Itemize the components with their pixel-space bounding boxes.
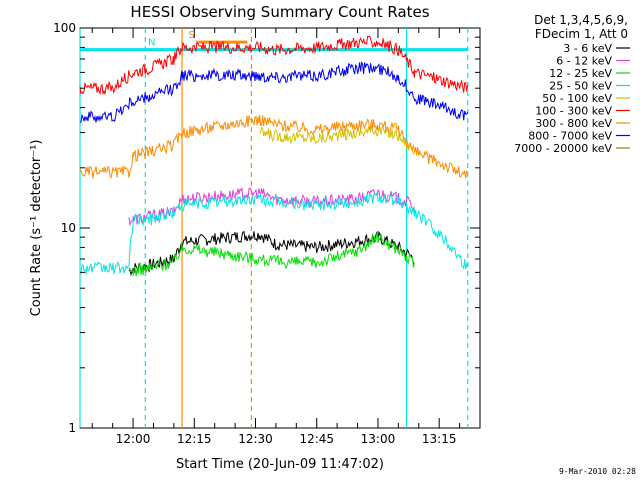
series-line-8 (79, 60, 469, 123)
y-axis-label: Count Rate (s⁻¹ detector⁻¹) (29, 140, 44, 317)
flag-label: S (188, 30, 194, 41)
series-line-2 (128, 187, 415, 226)
y-tick-label: 1 (68, 421, 76, 435)
x-axis-label: Start Time (20-Jun-09 11:47:02) (176, 457, 384, 472)
footer-date: 9-Mar-2010 02:28 (559, 467, 636, 476)
legend-entry-label: 6 - 12 keV (556, 55, 612, 68)
legend-entry-label: 800 - 7000 keV (528, 130, 612, 143)
series-line-4 (79, 189, 469, 275)
flag-label: N (148, 38, 155, 49)
y-tick-label: 100 (53, 21, 76, 35)
legend-header-line-2: FDecim 1, Att 0 (535, 27, 628, 41)
legend-entry-label: 50 - 100 keV (542, 92, 612, 105)
x-tick-label: 12:00 (116, 432, 151, 446)
legend-entry-label: 100 - 300 keV (535, 105, 612, 118)
x-tick-label: 13:00 (361, 432, 396, 446)
chart-title: HESSI Observing Summary Count Rates (130, 3, 429, 21)
x-tick-label: 12:45 (299, 432, 334, 446)
plot-frame (79, 27, 481, 429)
x-tick-label: 13:15 (422, 432, 457, 446)
legend-entry-label: 7000 - 20000 keV (514, 142, 612, 155)
series-line-5 (259, 124, 415, 155)
x-tick-label: 12:30 (238, 432, 273, 446)
legend: Det 1,3,4,5,6,9, FDecim 1, Att 0 3 - 6 k… (514, 13, 630, 155)
x-tick-label: 12:15 (177, 432, 212, 446)
x-axis: 12:00 12:15 12:30 12:45 13:00 13:15 (91, 28, 481, 446)
vertical-markers (79, 28, 469, 428)
y-axis: 1 10 100 (53, 21, 480, 435)
y-tick-label: 10 (61, 221, 76, 235)
series-line-7 (79, 115, 469, 180)
series-layer (79, 35, 469, 277)
legend-entry-label: 300 - 800 keV (535, 117, 612, 130)
legend-entry-label: 12 - 25 keV (549, 67, 612, 80)
legend-entry-label: 25 - 50 keV (549, 80, 612, 93)
series-line-6 (79, 35, 469, 96)
series-line-3 (128, 231, 415, 277)
legend-header-line-1: Det 1,3,4,5,6,9, (534, 13, 628, 27)
legend-entry-label: 3 - 6 keV (563, 42, 612, 55)
series-line-1 (128, 230, 415, 277)
flags: NS (80, 30, 468, 52)
